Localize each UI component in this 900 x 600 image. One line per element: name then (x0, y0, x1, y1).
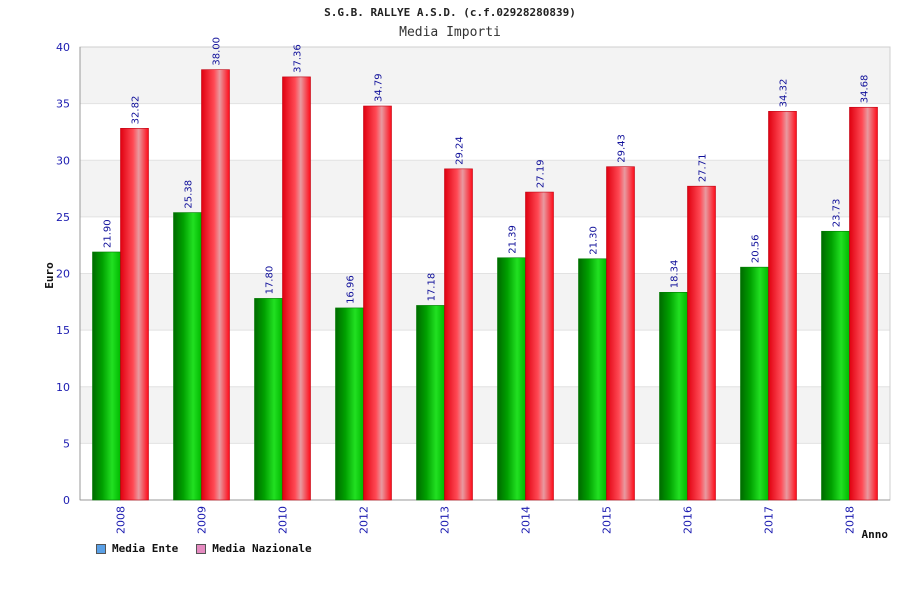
bar-media-ente-2016 (659, 291, 688, 501)
bar-media-nazionale-2015 (606, 166, 635, 501)
x-tick-label: 2010 (277, 506, 290, 534)
bar-media-ente-2018 (821, 230, 850, 501)
bar-media-nazionale-2014 (525, 191, 554, 501)
x-tick-label: 2015 (601, 506, 614, 534)
y-tick-label: 0 (63, 494, 70, 507)
chart-subtitle: Media Importi (399, 25, 501, 40)
data-label: 21.39 (508, 225, 519, 254)
x-tick-label: 2016 (682, 506, 695, 534)
data-label: 27.71 (698, 154, 709, 183)
bar-media-nazionale-2012 (363, 105, 392, 501)
y-tick-label: 5 (63, 437, 70, 450)
data-label: 17.18 (427, 273, 438, 302)
bar-media-ente-2017 (740, 266, 769, 501)
bar-media-nazionale-2018 (849, 106, 878, 501)
data-label: 23.73 (832, 199, 843, 228)
x-axis-label: Anno (862, 528, 889, 541)
data-label: 18.34 (670, 260, 681, 289)
data-label: 21.30 (589, 226, 600, 255)
data-label: 32.82 (131, 96, 142, 125)
legend-label-media-nazionale: Media Nazionale (212, 542, 312, 555)
data-label: 21.90 (103, 219, 114, 248)
bar-media-nazionale-2013 (444, 168, 473, 501)
data-label: 27.19 (536, 159, 547, 188)
bar-media-ente-2009 (173, 212, 202, 501)
y-tick-label: 40 (56, 41, 70, 54)
x-tick-label: 2018 (844, 506, 857, 534)
x-tick-label: 2009 (196, 506, 209, 534)
legend-swatch-media-nazionale (196, 543, 207, 554)
y-tick-label: 20 (56, 268, 70, 281)
data-label: 29.43 (617, 134, 628, 163)
x-tick-label: 2012 (358, 506, 371, 534)
data-label: 16.96 (346, 275, 357, 304)
bar-media-ente-2010 (254, 298, 283, 501)
data-label: 34.32 (779, 79, 790, 108)
x-tick-label: 2008 (115, 506, 128, 534)
data-label: 34.79 (374, 73, 385, 102)
y-tick-label: 30 (56, 154, 70, 167)
data-label: 29.24 (455, 136, 466, 165)
x-tick-label: 2014 (520, 506, 533, 534)
legend-label-media-ente: Media Ente (112, 542, 179, 555)
x-tick-label: 2013 (439, 506, 452, 534)
legend-item-media-ente: Media Ente (96, 542, 178, 555)
data-label: 37.36 (293, 44, 304, 73)
y-tick-label: 25 (56, 211, 70, 224)
x-tick-label: 2017 (763, 506, 776, 534)
legend-item-media-nazionale: Media Nazionale (196, 542, 312, 555)
y-tick-label: 10 (56, 381, 70, 394)
y-tick-label: 15 (56, 324, 70, 337)
bar-media-ente-2008 (92, 251, 121, 501)
bar-media-nazionale-2008 (120, 128, 149, 501)
data-label: 20.56 (751, 235, 762, 264)
bar-media-nazionale-2010 (282, 76, 311, 501)
y-tick-label: 35 (56, 98, 70, 111)
data-label: 25.38 (184, 180, 195, 209)
bar-media-ente-2014 (497, 257, 526, 501)
data-label: 34.68 (860, 75, 871, 104)
chart-title: S.G.B. RALLYE A.S.D. (c.f.02928280839) (324, 6, 576, 19)
bar-media-nazionale-2016 (687, 185, 716, 501)
bar-media-ente-2015 (578, 258, 607, 501)
bar-media-ente-2013 (416, 305, 445, 501)
data-label: 38.00 (212, 37, 223, 66)
bar-media-nazionale-2017 (768, 111, 797, 501)
legend-swatch-media-ente (96, 543, 106, 554)
legend: Media Ente Media Nazionale (96, 542, 312, 555)
bar-media-ente-2012 (335, 307, 364, 501)
y-axis-label: Euro (43, 262, 56, 289)
data-label: 17.80 (265, 266, 276, 295)
bar-media-nazionale-2009 (201, 69, 230, 501)
